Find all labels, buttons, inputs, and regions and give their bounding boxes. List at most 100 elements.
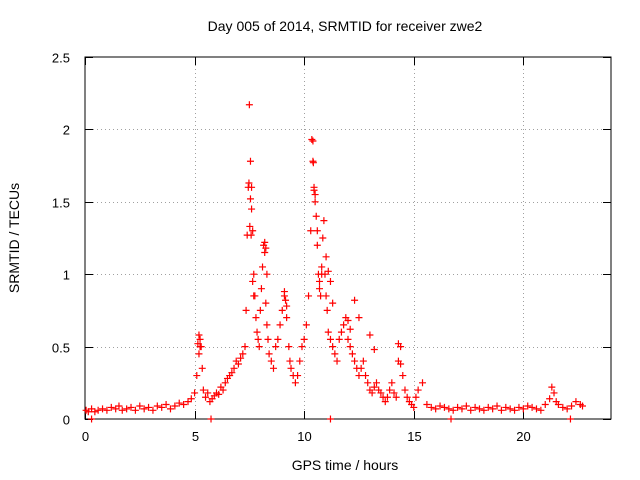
- data-point: [383, 393, 391, 401]
- data-point: [195, 350, 203, 358]
- data-point: [253, 328, 261, 336]
- plot-frame: [84, 56, 612, 420]
- data-point: [346, 325, 354, 333]
- data-point: [276, 321, 284, 329]
- data-point: [335, 335, 343, 343]
- data-point: [546, 395, 554, 403]
- data-point: [249, 227, 257, 235]
- data-point: [267, 357, 275, 365]
- data-point: [305, 292, 313, 300]
- data-point: [445, 405, 453, 413]
- data-point: [388, 379, 396, 387]
- data-point: [248, 183, 256, 191]
- data-point: [333, 357, 341, 365]
- data-point: [263, 321, 271, 329]
- data-point: [140, 405, 148, 413]
- data-point: [215, 390, 223, 398]
- data-point: [88, 415, 96, 423]
- data-point: [355, 314, 363, 322]
- y-tick-label: 0: [63, 413, 70, 428]
- data-point: [563, 405, 571, 413]
- data-point: [355, 372, 363, 380]
- x-tick-label: 5: [192, 429, 199, 444]
- x-tick-label: 15: [407, 429, 421, 444]
- data-point: [346, 343, 354, 351]
- data-point: [285, 343, 293, 351]
- data-point: [286, 357, 294, 365]
- data-point: [511, 406, 519, 414]
- data-point: [283, 314, 291, 322]
- data-point: [419, 379, 427, 387]
- data-point: [282, 296, 290, 304]
- data-points: [82, 101, 587, 423]
- data-point: [324, 328, 332, 336]
- data-point: [493, 402, 501, 410]
- data-point: [309, 159, 317, 167]
- data-point: [392, 393, 400, 401]
- data-point: [136, 402, 144, 410]
- data-point: [248, 205, 256, 213]
- data-point: [180, 401, 188, 409]
- data-point: [362, 372, 370, 380]
- data-point: [237, 354, 245, 362]
- data-point: [548, 383, 556, 391]
- data-point: [202, 393, 210, 401]
- data-point: [467, 406, 475, 414]
- data-point: [195, 331, 203, 339]
- data-point: [191, 389, 199, 397]
- data-point: [410, 403, 418, 411]
- data-point: [311, 198, 319, 206]
- data-point: [329, 299, 337, 307]
- data-point: [554, 401, 562, 409]
- data-point: [249, 277, 257, 285]
- chart-title: Day 005 of 2014, SRMTID for receiver zwe…: [208, 18, 483, 34]
- data-point: [298, 343, 306, 351]
- data-point: [326, 277, 334, 285]
- data-point: [447, 415, 455, 423]
- data-point: [250, 270, 258, 278]
- y-tick-label: 0.5: [52, 341, 70, 356]
- data-point: [432, 405, 440, 413]
- data-point: [337, 328, 345, 336]
- data-point: [312, 212, 320, 220]
- data-point: [245, 179, 253, 187]
- data-point: [489, 405, 497, 413]
- data-point: [175, 399, 183, 407]
- data-point: [316, 285, 324, 293]
- data-point: [329, 343, 337, 351]
- y-tick-label: 1.5: [52, 196, 70, 211]
- data-point: [524, 402, 532, 410]
- data-point: [397, 360, 405, 368]
- data-point: [386, 386, 394, 394]
- data-point: [462, 402, 470, 410]
- data-point: [412, 393, 420, 401]
- data-point: [579, 402, 587, 410]
- data-point: [390, 389, 398, 397]
- data-point: [359, 357, 367, 365]
- data-point: [149, 406, 157, 414]
- data-point: [449, 406, 457, 414]
- data-point: [370, 383, 378, 391]
- data-point: [322, 292, 330, 300]
- data-point: [319, 234, 327, 242]
- y-tick-label: 2: [63, 123, 70, 138]
- data-point: [532, 405, 540, 413]
- data-point: [322, 253, 330, 261]
- data-point: [254, 335, 262, 343]
- data-point: [107, 403, 115, 411]
- data-point: [115, 402, 123, 410]
- data-point: [262, 244, 270, 252]
- data-point: [307, 227, 315, 235]
- data-point: [118, 406, 126, 414]
- data-point: [381, 398, 389, 406]
- data-point: [550, 389, 558, 397]
- data-point: [311, 191, 319, 199]
- data-point: [246, 222, 254, 230]
- data-point: [484, 403, 492, 411]
- data-point: [313, 227, 321, 235]
- data-point: [515, 403, 523, 411]
- data-point: [261, 238, 269, 246]
- data-point: [265, 350, 273, 358]
- data-point: [528, 403, 536, 411]
- data-point: [519, 405, 527, 413]
